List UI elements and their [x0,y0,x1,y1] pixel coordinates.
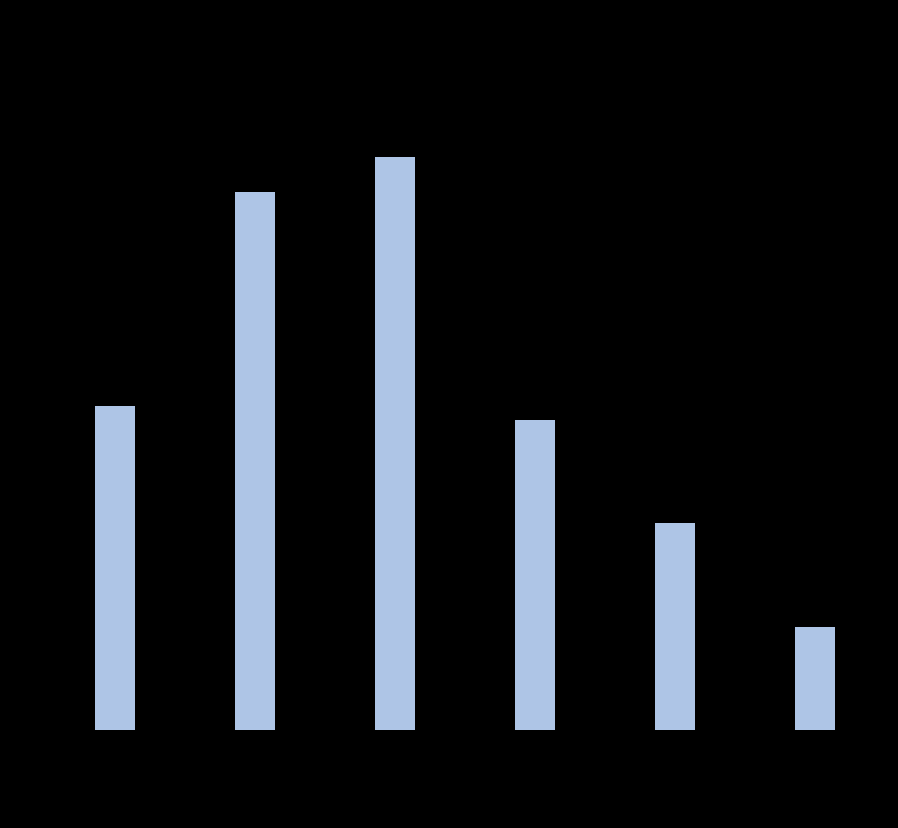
bar-4 [515,420,555,731]
bar-6 [795,627,835,731]
bar-3 [375,157,415,730]
bar-1 [95,406,135,730]
bar-2 [235,192,275,730]
bar-chart [0,0,898,828]
bar-5 [655,523,695,730]
